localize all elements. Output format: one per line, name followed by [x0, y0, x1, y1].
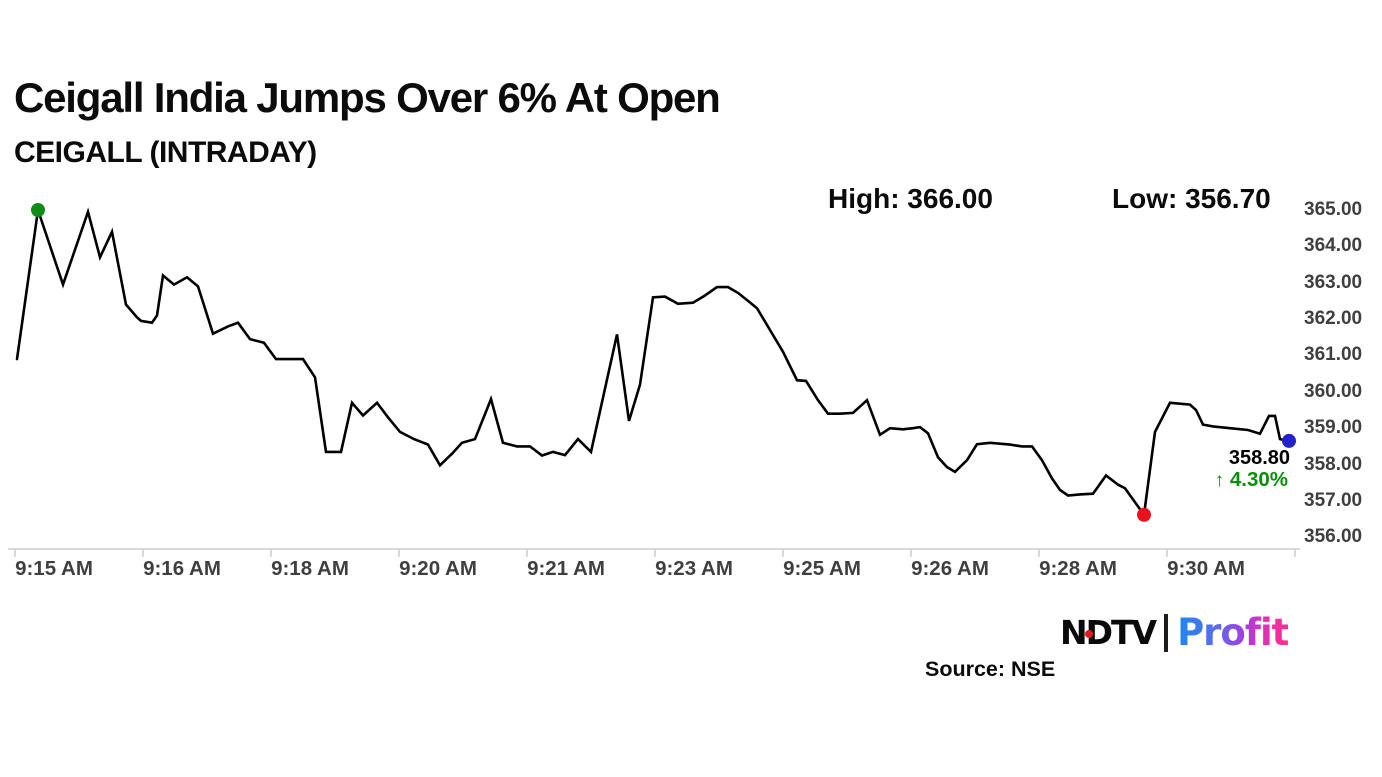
y-tick-label: 361.00	[1304, 344, 1363, 365]
price-line	[15, 207, 1289, 519]
profit-logo-text: Profit	[1177, 611, 1289, 654]
ndtv-profit-logo: NDTV Profit	[1060, 611, 1289, 655]
y-tick-label: 356.00	[1304, 526, 1363, 547]
x-tick-label: 9:25 AM	[783, 557, 861, 580]
x-tick-label: 9:23 AM	[655, 557, 733, 580]
x-tick-label: 9:28 AM	[1039, 557, 1117, 580]
y-tick-label: 364.00	[1304, 235, 1363, 256]
chart-subtitle: CEIGALL (INTRADAY)	[14, 136, 317, 169]
y-tick-label: 359.00	[1304, 417, 1363, 438]
y-tick-label: 362.00	[1304, 308, 1363, 329]
x-tick-label: 9:16 AM	[143, 557, 221, 580]
ndtv-red-dot-icon	[1085, 630, 1093, 638]
x-tick-label: 9:21 AM	[527, 557, 605, 580]
source-label: Source: NSE	[925, 657, 1056, 681]
change-percent-label: ↑ 4.30%	[1190, 468, 1288, 492]
change-percent-value: 4.30%	[1229, 468, 1288, 491]
high-marker	[31, 203, 45, 217]
logo-divider	[1164, 614, 1169, 652]
x-tick-label: 9:30 AM	[1167, 557, 1245, 580]
x-tick-label: 9:18 AM	[271, 557, 349, 580]
high-value-label: High: 366.00	[828, 183, 993, 214]
ndtv-logo-text: NDTV	[1060, 613, 1157, 652]
y-tick-label: 360.00	[1304, 381, 1363, 402]
up-arrow-icon: ↑	[1214, 470, 1225, 491]
y-tick-label: 363.00	[1304, 272, 1363, 293]
last-marker	[1282, 433, 1296, 448]
x-tick-label: 9:15 AM	[15, 557, 93, 580]
y-tick-label: 357.00	[1304, 490, 1363, 511]
y-tick-label: 365.00	[1304, 199, 1363, 220]
x-tick-label: 9:20 AM	[399, 557, 477, 580]
last-price-label: 358.80	[1228, 447, 1290, 469]
page-title: Ceigall India Jumps Over 6% At Open	[14, 74, 721, 121]
low-marker	[1137, 507, 1151, 522]
low-value-label: Low: 356.70	[1112, 183, 1271, 214]
ndtv-logo: NDTV	[1060, 611, 1157, 655]
x-tick-label: 9:26 AM	[911, 557, 989, 580]
y-tick-label: 358.00	[1304, 454, 1363, 475]
